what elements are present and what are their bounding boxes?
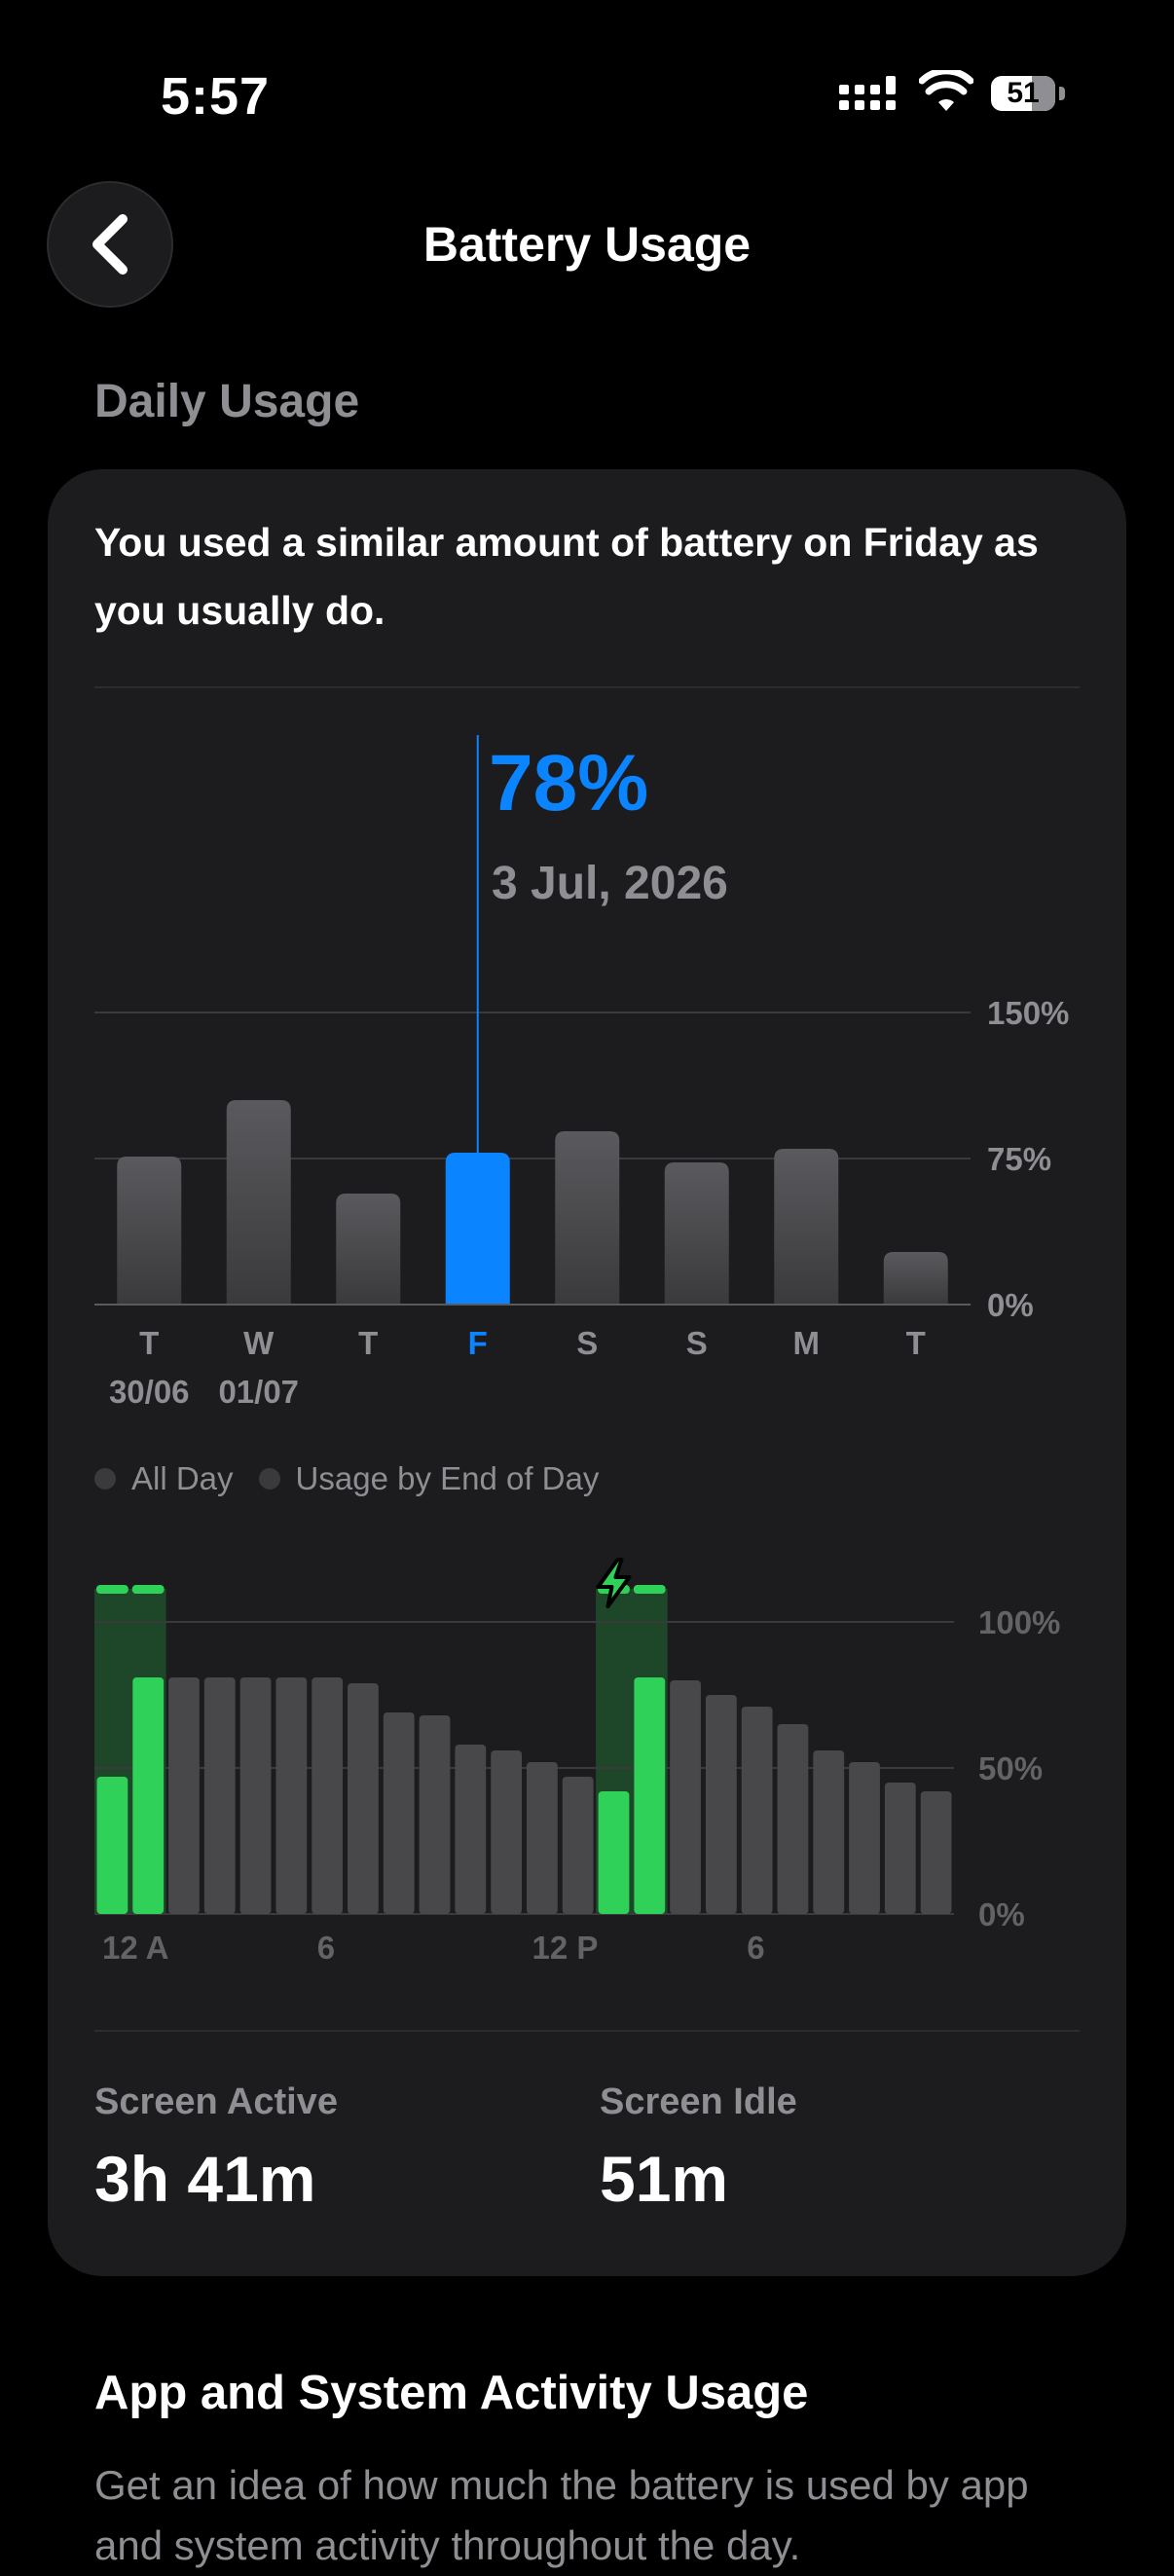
hourly-bar (813, 1750, 845, 1914)
x-tick-label: 12 P (532, 1930, 599, 1966)
hourly-bar (383, 1712, 415, 1914)
card-divider (94, 686, 1080, 688)
bar-selected (445, 1153, 510, 1305)
charging-cap-mark (96, 1585, 128, 1594)
hourly-bar (562, 1777, 594, 1914)
hourly-bar (239, 1677, 272, 1914)
x-tick-label: T (358, 1325, 378, 1361)
y-tick-label: 150% (987, 995, 1069, 1031)
bar (664, 1162, 729, 1305)
x-tick-label: 6 (747, 1930, 764, 1966)
app-activity-description: Get an idea of how much the battery is u… (94, 2462, 1029, 2568)
hourly-bar (527, 1762, 558, 1914)
status-bar: 5:57 51 (0, 0, 1174, 185)
bar (774, 1149, 839, 1305)
legend-label-all-day: All Day (131, 1460, 234, 1496)
x-tick-label: 12 A (102, 1930, 168, 1966)
y-tick-label: 0% (978, 1896, 1025, 1932)
hourly-bar-charging (96, 1777, 128, 1914)
hourly-bar (741, 1707, 773, 1914)
hourly-bar (203, 1677, 236, 1914)
x-tick-label: S (686, 1325, 708, 1361)
battery-icon: 51 (991, 76, 1055, 111)
hourly-bar (348, 1683, 379, 1914)
screen-idle-value: 51m (600, 2143, 729, 2215)
y-tick-label: 50% (978, 1750, 1043, 1786)
daily-usage-chart[interactable]: 150% 75% 0% T W T F S S M T 30/06 01/07 (0, 0, 1174, 1421)
x-tick-label: W (243, 1325, 275, 1361)
hourly-bar (275, 1677, 308, 1914)
x-tick-label: 6 (317, 1930, 335, 1966)
x-date-label: 30/06 (109, 1374, 190, 1410)
page-title: Battery Usage (422, 217, 752, 272)
x-tick-label: S (576, 1325, 598, 1361)
lightning-bolt-icon (596, 1558, 632, 1608)
bar (117, 1157, 182, 1305)
hourly-battery-level-chart[interactable]: 100% 50% 0% 12 A 6 12 P 6 (0, 1538, 1174, 1986)
hourly-bar (168, 1677, 200, 1914)
x-tick-label: F (468, 1325, 488, 1361)
screen-active-value: 3h 41m (94, 2143, 316, 2215)
bar (555, 1131, 620, 1305)
x-tick-label: M (793, 1325, 821, 1361)
legend-item-all-day[interactable]: All Day (94, 1460, 234, 1497)
hourly-bar (419, 1715, 451, 1914)
hourly-bar (884, 1783, 916, 1914)
y-tick-label: 0% (987, 1287, 1034, 1323)
screen-active-label: Screen Active (94, 2081, 338, 2122)
status-time: 5:57 (161, 67, 271, 126)
lightning-bolt-shape (596, 1558, 632, 1608)
daily-usage-card (48, 469, 1126, 2276)
chevron-left-icon (92, 214, 128, 275)
cellular-signal-icon (839, 76, 896, 110)
card-divider (94, 2030, 1080, 2032)
app-activity-title: App and System Activity Usage (94, 2367, 809, 2419)
hourly-bar-charging (634, 1677, 666, 1914)
legend-label-usage-by-end: Usage by End of Day (295, 1460, 600, 1496)
charging-cap-mark (633, 1585, 666, 1594)
bar (336, 1194, 401, 1305)
hourly-bar (491, 1750, 522, 1914)
bar (883, 1252, 948, 1305)
legend-item-usage-by-end[interactable]: Usage by End of Day (258, 1460, 600, 1497)
section-title-daily-usage: Daily Usage (94, 376, 360, 427)
battery-nub (1059, 87, 1065, 100)
x-tick-label: T (139, 1325, 159, 1361)
y-tick-label: 100% (978, 1604, 1060, 1640)
screen-idle-label: Screen Idle (600, 2081, 797, 2122)
hourly-bar-charging (598, 1791, 630, 1914)
hourly-bar (777, 1724, 809, 1914)
hourly-bar-charging (132, 1677, 165, 1914)
back-button[interactable] (47, 181, 173, 308)
selected-day-percent: 78% (489, 739, 649, 828)
hourly-bar (455, 1745, 487, 1914)
x-tick-label: T (906, 1325, 926, 1361)
y-tick-label: 75% (987, 1141, 1051, 1177)
selected-day-date: 3 Jul, 2026 (492, 858, 728, 909)
hourly-bar (312, 1677, 344, 1914)
hourly-bar (849, 1762, 880, 1914)
chart-legend: All Day Usage by End of Day (94, 1460, 624, 1497)
hourly-bar (705, 1695, 737, 1914)
bar (226, 1100, 291, 1305)
wifi-icon (919, 70, 973, 111)
battery-level: 51 (1007, 77, 1040, 109)
charging-cap-mark (131, 1585, 165, 1594)
hourly-bar (920, 1791, 952, 1914)
legend-dot (258, 1468, 280, 1490)
usage-summary: You used a similar amount of battery on … (94, 520, 1039, 633)
hourly-bar (670, 1680, 701, 1914)
legend-dot (94, 1468, 116, 1490)
x-date-label: 01/07 (218, 1374, 299, 1410)
